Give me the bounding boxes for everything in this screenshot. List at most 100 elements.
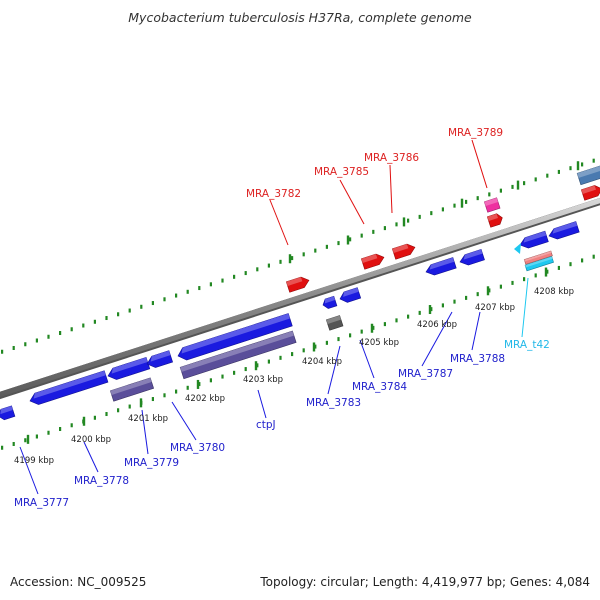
- minor-tick: [186, 289, 189, 294]
- minor-tick: [82, 323, 85, 328]
- gene-label-mra-3779[interactable]: MRA_3779: [124, 457, 179, 469]
- minor-tick: [233, 274, 236, 279]
- leader-line: [339, 179, 365, 225]
- minor-tick: [186, 385, 189, 390]
- minor-tick: [383, 226, 386, 231]
- gene-highlight: [361, 254, 378, 263]
- minor-tick: [546, 269, 549, 274]
- minor-tick: [221, 278, 224, 283]
- leader-line: [257, 389, 267, 419]
- gene-label-mra-3785[interactable]: MRA_3785: [314, 166, 369, 178]
- minor-tick: [140, 304, 143, 309]
- minor-tick: [499, 284, 502, 289]
- minor-tick: [93, 319, 96, 324]
- minor-tick: [151, 301, 154, 306]
- minor-tick: [372, 229, 375, 234]
- gene-highlight: [33, 370, 106, 399]
- minor-tick: [465, 199, 468, 204]
- tick-labels: 4199 kbp 4200 kbp 4201 kbp 4202 kbp 4203…: [14, 287, 574, 466]
- minor-tick: [267, 359, 270, 364]
- gene-label-ctpj[interactable]: ctpJ: [256, 419, 276, 431]
- gene-label-mra-3784[interactable]: MRA_3784: [352, 381, 407, 393]
- gene-purple-b[interactable]: [179, 330, 297, 380]
- minor-tick: [93, 415, 96, 420]
- gene-mra-3778[interactable]: [28, 370, 109, 407]
- accession-text: Accession: NC_009525: [10, 575, 146, 589]
- minor-tick: [256, 267, 259, 272]
- minor-tick: [12, 441, 15, 446]
- minor-tick: [395, 318, 398, 323]
- minor-tick: [256, 363, 259, 368]
- minor-tick: [59, 427, 62, 432]
- gene-salmon[interactable]: [523, 250, 553, 265]
- gene-label-mra-3782[interactable]: MRA_3782: [246, 188, 301, 200]
- minor-tick: [105, 316, 108, 321]
- minor-tick: [12, 345, 15, 350]
- map-title: Mycobacterium tuberculosis H37Ra, comple…: [128, 10, 472, 25]
- gene-mra-t42[interactable]: [524, 256, 554, 272]
- minor-tick: [383, 322, 386, 327]
- minor-tick: [418, 310, 421, 315]
- gene-mra-3787[interactable]: [424, 257, 457, 278]
- gene-label-mra-3788[interactable]: MRA_3788: [450, 353, 505, 365]
- leader-line: [19, 446, 39, 495]
- minor-tick: [279, 259, 282, 264]
- leader-lines: [19, 139, 529, 495]
- minor-tick: [523, 277, 526, 282]
- minor-tick: [325, 340, 328, 345]
- minor-tick: [499, 188, 502, 193]
- gene-highlight: [111, 357, 148, 374]
- gene-forward-edge[interactable]: [580, 184, 600, 201]
- gene-label-mra-3780[interactable]: MRA_3780: [170, 442, 225, 454]
- gene-reverse-a[interactable]: [518, 230, 549, 250]
- tick-label: 4201 kbp: [128, 414, 168, 424]
- gene-mra-3789[interactable]: [486, 212, 504, 228]
- minor-tick: [291, 256, 294, 261]
- minor-tick: [35, 434, 38, 439]
- gene-steel-edge[interactable]: [576, 165, 600, 186]
- minor-tick: [209, 378, 212, 383]
- gene-label-mra-3777[interactable]: MRA_3777: [14, 497, 69, 509]
- leader-line: [421, 311, 453, 367]
- minor-tick: [209, 282, 212, 287]
- gene-pink[interactable]: [483, 197, 501, 213]
- genes-layer: [0, 165, 600, 421]
- gene-label-mra-3783[interactable]: MRA_3783: [306, 397, 361, 409]
- minor-tick: [557, 169, 560, 174]
- gene-ctpj[interactable]: [176, 313, 293, 363]
- leader-line: [327, 345, 341, 395]
- minor-tick: [476, 196, 479, 201]
- gene-purple-a[interactable]: [109, 377, 155, 402]
- gene-label-mra-3786[interactable]: MRA_3786: [364, 152, 419, 164]
- minor-tick: [453, 299, 456, 304]
- minor-tick: [163, 393, 166, 398]
- gene-mra-3783[interactable]: [325, 315, 344, 331]
- minor-tick: [128, 404, 131, 409]
- gene-small-reverse[interactable]: [321, 295, 338, 310]
- leader-line: [269, 199, 289, 246]
- minor-tick: [70, 423, 73, 428]
- gene-mra-3780[interactable]: [145, 350, 174, 370]
- minor-tick: [534, 177, 537, 182]
- gene-mra-3777[interactable]: [0, 405, 16, 421]
- gene-mra-3785[interactable]: [360, 252, 385, 270]
- leader-line: [471, 139, 488, 189]
- minor-tick: [511, 184, 514, 189]
- gene-label-mra-3778[interactable]: MRA_3778: [74, 475, 129, 487]
- gene-mra-3788[interactable]: [458, 249, 485, 267]
- minor-tick: [24, 438, 27, 443]
- minor-tick: [198, 286, 201, 291]
- gene-label-mra-t42[interactable]: MRA_t42: [504, 339, 550, 351]
- minor-tick: [175, 293, 178, 298]
- gene-reverse-b[interactable]: [547, 221, 580, 242]
- gene-label-mra-3787[interactable]: MRA_3787: [398, 368, 453, 380]
- gene-label-mra-3789[interactable]: MRA_3789: [448, 127, 503, 139]
- minor-tick: [511, 280, 514, 285]
- gene-mra-3784[interactable]: [338, 287, 362, 305]
- gene-mra-3779[interactable]: [106, 357, 151, 381]
- gene-mra-3782[interactable]: [285, 275, 310, 293]
- gene-highlight: [429, 257, 455, 270]
- minor-tick: [349, 237, 352, 242]
- gene-mra-3786[interactable]: [391, 242, 416, 260]
- minor-tick: [569, 262, 572, 267]
